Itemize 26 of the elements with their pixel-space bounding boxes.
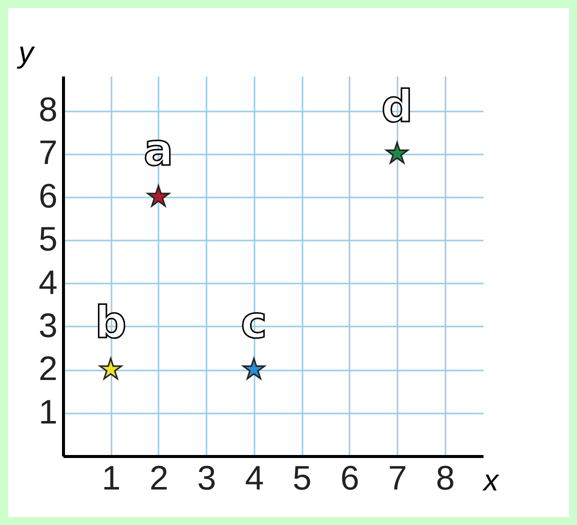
annotation: d <box>381 82 413 133</box>
point <box>242 358 266 380</box>
annotation: c <box>240 298 267 349</box>
y-tick-label: 4 <box>38 264 58 302</box>
y-tick-label: 3 <box>38 306 58 345</box>
y-tick-label: 8 <box>38 91 58 130</box>
y-tick-label: 7 <box>38 134 58 172</box>
x-tick-label: 8 <box>436 460 455 498</box>
x-tick-label: 4 <box>244 460 264 498</box>
annotation: b <box>94 298 126 349</box>
x-tick-label: 3 <box>197 460 216 498</box>
x-tick-label: 6 <box>340 460 360 498</box>
point <box>386 142 408 164</box>
annotation: a <box>144 124 174 176</box>
point <box>147 184 170 207</box>
y-tick-label: 1 <box>38 393 58 432</box>
y-tick-label: 2 <box>38 350 58 388</box>
y-tick-label: 5 <box>38 220 58 259</box>
x-tick-label: 1 <box>102 460 121 498</box>
point <box>99 358 122 380</box>
x-tick-label: 5 <box>292 460 312 498</box>
x-tick-label: 2 <box>149 460 168 498</box>
y-axis-title: y <box>16 36 36 70</box>
x-axis-title: x <box>482 464 500 498</box>
y-tick-label: 6 <box>38 177 58 216</box>
x-tick-label: 7 <box>388 460 408 498</box>
